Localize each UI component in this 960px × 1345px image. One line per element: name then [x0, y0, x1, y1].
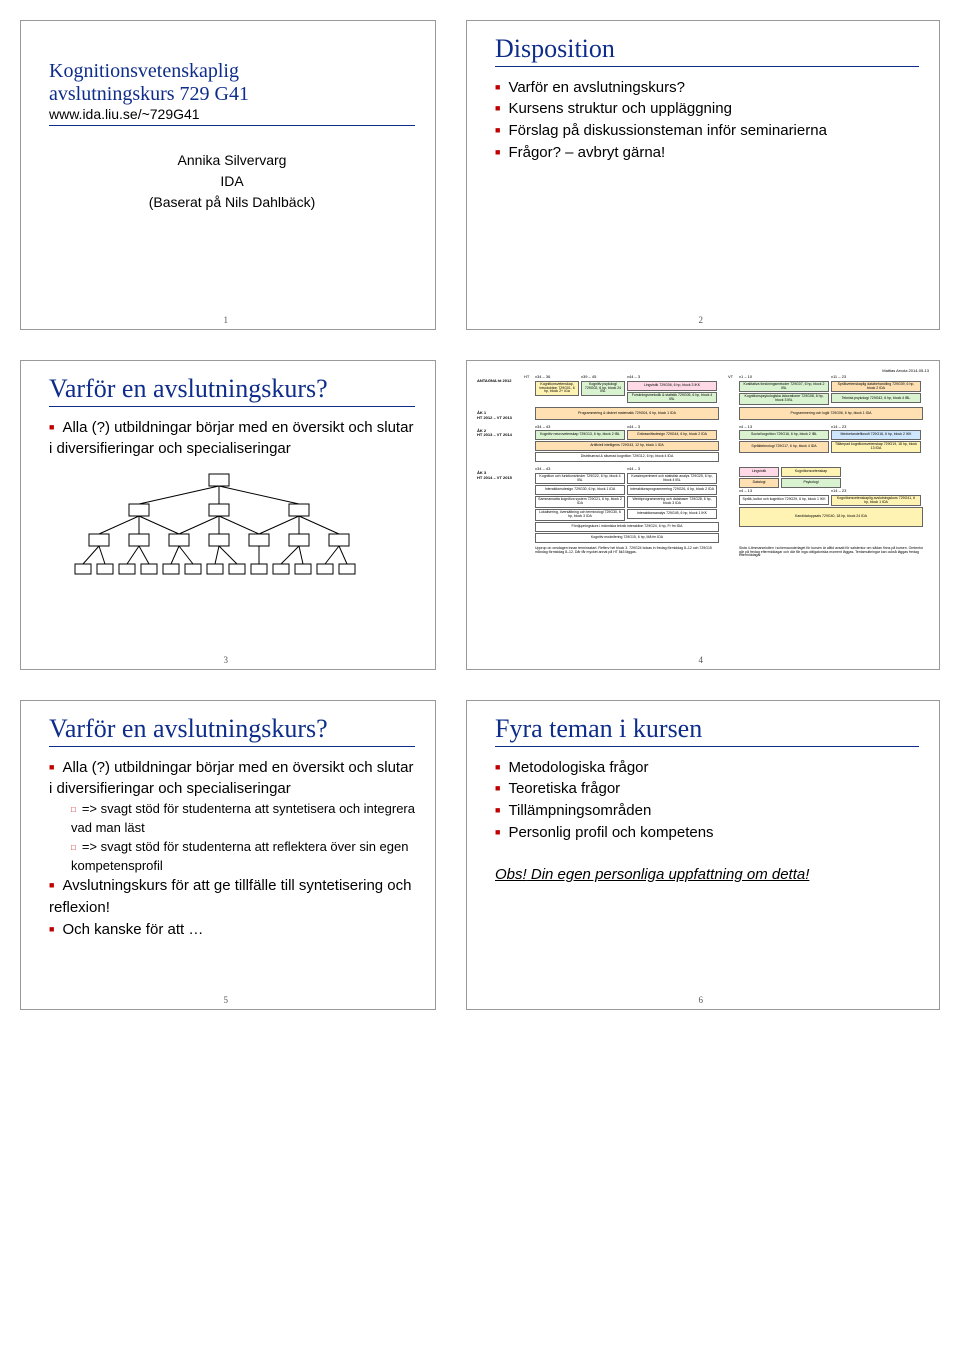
course-cell: Kognitionspsykologiska laborationer 729G… [739, 393, 829, 405]
bullet: Alla (?) utbildningar börjar med en över… [49, 417, 415, 461]
slide-1: Kognitionsvetenskaplig avslutningskurs 7… [20, 20, 436, 330]
bullet: Kursens struktur och uppläggning [495, 98, 919, 120]
slide1-title-line2: avslutningskurs 729 G41 [49, 83, 415, 106]
row-label: ANTAGNA ht 2012 [477, 375, 521, 405]
legend-item: Lingvistik [739, 467, 779, 477]
course-cell: Webbprogrammering och databaser 729G28, … [627, 496, 717, 508]
chart-meta: Mattias Arvola 2014-05-13 [477, 369, 929, 373]
tree-diagram [69, 470, 369, 580]
course-cell: Programmering och logik 729G06, 6 hp, bl… [739, 407, 923, 420]
course-cell: Interaktionsprogrammering 729G26, 6 hp, … [627, 485, 717, 495]
course-cell: Kandidatuppsats 729G40, 18 hp, block 24 … [739, 507, 923, 527]
slide-2: Disposition Varför en avslutningskurs? K… [466, 20, 940, 330]
course-cell: Kognitiv modellering 729G15, 6 hp, Må fm… [535, 533, 719, 543]
bullet: Förslag på diskussionsteman inför semina… [495, 120, 919, 142]
course-cell: Social kognition 729G16, 6 hp, block 2 I… [739, 430, 829, 440]
slide5-title: Varför en avslutningskurs? [49, 715, 415, 747]
course-cell: Språkvetenskaplig databehandling 729G09,… [831, 381, 921, 393]
slide3-title: Varför en avslutningskurs? [49, 375, 415, 407]
bullet: Personlig profil och kompetens [495, 822, 919, 844]
row-label: ÅK 2 HT 2013 – VT 2014 [477, 425, 521, 462]
bullet: Och kanske för att … [49, 919, 415, 941]
course-cell: Tillämpad kognitionsvetenskap 729G19, 18… [831, 441, 921, 453]
slide2-title: Disposition [495, 35, 919, 67]
obs-rest: Din egen personliga uppfattning om detta… [527, 866, 810, 883]
slide6-bullets: Metodologiska frågor Teoretiska frågor T… [495, 757, 919, 844]
course-cell: Kvasiexperiment och statistisk analys 72… [627, 473, 717, 485]
author-based: (Baserat på Nils Dahlbäck) [49, 192, 415, 213]
course-cell: Medvetandefilosofi 729G16, 6 hp, block 2… [831, 430, 921, 440]
legend-item: Psykologi [781, 478, 841, 488]
slide3-bullets: Alla (?) utbildningar börjar med en över… [49, 417, 415, 461]
slide-3: Varför en avslutningskurs? Alla (?) utbi… [20, 360, 436, 670]
course-cell: Språkteknologi 729G17, 6 hp, block 4 IDA [739, 441, 829, 453]
slide-5: Varför en avslutningskurs? Alla (?) utbi… [20, 700, 436, 1010]
slide-6: Fyra teman i kursen Metodologiska frågor… [466, 700, 940, 1010]
page-number: 4 [699, 655, 704, 665]
course-cell: Kognitionsvetenskaplig avslutningskurs 7… [831, 495, 921, 507]
bullet: Frågor? – avbryt gärna! [495, 142, 919, 164]
legend-item: Kognitionsvetenskap [781, 467, 841, 477]
page-number: 1 [224, 315, 229, 325]
slide-4: Mattias Arvola 2014-05-13 ANTAGNA ht 201… [466, 360, 940, 670]
obs-line: Obs! Din egen personliga uppfattning om … [495, 866, 919, 883]
legend-item: Datalogi [739, 478, 779, 488]
slide2-bullets: Varför en avslutningskurs? Kursens struk… [495, 77, 919, 164]
course-cell: Distribuerad & situerad kognition 729G12… [535, 452, 719, 462]
course-cell: Lokalisering, översättning och terminolo… [535, 509, 625, 521]
sub-bullet: => svagt stöd för studenterna att reflek… [71, 838, 415, 876]
course-cell: Fördjupningskurs i människa teknik inter… [535, 522, 719, 532]
author-name: Annika Silvervarg [49, 150, 415, 171]
page-number: 5 [224, 995, 229, 1005]
row-sublabel: ÅK 1 HT 2012 – VT 2013 [477, 407, 521, 420]
course-cell: Kognitiv psykologi 729G02, 6 hp, block 2… [581, 381, 625, 397]
course-cell: Gränssnittsdesign 729G44, 6 hp, block 2 … [627, 430, 717, 440]
bullet: Teoretiska frågor [495, 778, 919, 800]
bullet: Varför en avslutningskurs? [495, 77, 919, 99]
course-cell: Kognition och funktionshinder 729G22, 6 … [535, 473, 625, 485]
bullet: Avslutningskurs för att ge tillfälle til… [49, 875, 415, 919]
course-cell: Forskningsmetodik & statistik 729G05, 6 … [627, 392, 717, 404]
curriculum-chart: Mattias Arvola 2014-05-13 ANTAGNA ht 201… [477, 369, 929, 661]
course-cell: Språk, kultur och kognition 729G29, 6 hp… [739, 495, 829, 505]
chart-note: Sista 4-timmarselotten i schemaunderlage… [739, 547, 929, 559]
course-cell: Programmering & diskret matematik 729G04… [535, 407, 719, 420]
slide1-author-block: Annika Silvervarg IDA (Baserat på Nils D… [49, 150, 415, 213]
course-cell: Interaktionsdesign 729G30, 6 hp, block 1… [535, 485, 625, 495]
bullet: Metodologiska frågor [495, 757, 919, 779]
author-dept: IDA [49, 171, 415, 192]
page-number: 6 [699, 995, 704, 1005]
course-cell: Sammansatta kognitiva system 729G21, 6 h… [535, 496, 625, 508]
slide1-title-line1: Kognitionsvetenskaplig [49, 60, 415, 83]
obs-label: Obs! [495, 866, 527, 883]
course-cell: Teknisk psykologi 729G42, 6 hp, block 4 … [831, 393, 921, 403]
course-cell: Kvalitativa forskningsmetoder 729G07, 6 … [739, 381, 829, 393]
chart-note: Upprop on onsdagen innan terminsstart. R… [535, 547, 725, 559]
course-cell: Interaktionsanalys 729G45, 6 hp, block 1… [627, 509, 717, 519]
course-cell: Kognitiv neurovetenskap 729G13, 6 hp, bl… [535, 430, 625, 440]
slide5-bullets: Alla (?) utbildningar börjar med en över… [49, 757, 415, 941]
course-cell: Lingvistik 729G06, 6 hp, block 3 IKK [627, 381, 717, 391]
page-number: 2 [699, 315, 704, 325]
slide1-link: www.ida.liu.se/~729G41 [49, 106, 415, 126]
sub-bullet: => svagt stöd för studenterna att syntet… [71, 800, 415, 838]
row-label: ÅK 3 HT 2014 – VT 2015 [477, 467, 521, 542]
course-cell: Kognitionsvetenskap, introduktion 729G01… [535, 381, 579, 397]
course-cell: Artificiell intelligens 729G43, 12 hp, b… [535, 441, 719, 451]
bullet: Alla (?) utbildningar börjar med en över… [49, 757, 415, 801]
bullet: Tillämpningsområden [495, 800, 919, 822]
page-number: 3 [224, 655, 229, 665]
slide6-title: Fyra teman i kursen [495, 715, 919, 747]
